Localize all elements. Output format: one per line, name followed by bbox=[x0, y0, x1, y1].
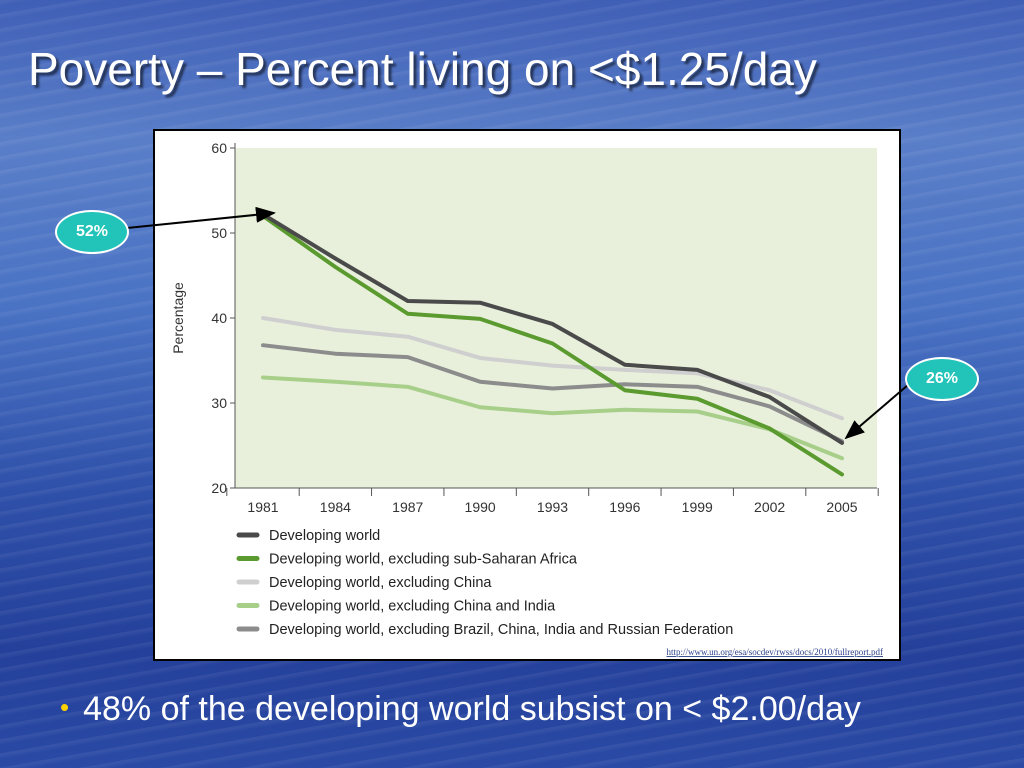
callout-end-value: 26% bbox=[905, 357, 979, 401]
bullet-marker: • bbox=[60, 692, 70, 722]
x-tick-label: 1996 bbox=[609, 499, 640, 515]
legend-label: Developing world, excluding Brazil, Chin… bbox=[269, 622, 733, 638]
x-tick-label: 1990 bbox=[465, 499, 496, 515]
y-axis-label: Percentage bbox=[170, 282, 186, 354]
y-tick-label: 20 bbox=[211, 480, 227, 496]
legend-label: Developing world, excluding China and In… bbox=[269, 599, 556, 615]
y-tick-label: 50 bbox=[211, 225, 227, 241]
x-tick-label: 1981 bbox=[247, 499, 278, 515]
series-line-1 bbox=[261, 214, 844, 477]
x-tick-label: 1993 bbox=[537, 499, 568, 515]
y-tick-label: 60 bbox=[211, 140, 227, 156]
legend-label: Developing world bbox=[269, 528, 380, 544]
x-tick-label: 1999 bbox=[682, 499, 713, 515]
bullet-point: • 48% of the developing world subsist on … bbox=[60, 690, 861, 729]
line-chart: 20 30 40 50 60 1981 1984 1987 1990 1993 1996 1999 20… bbox=[170, 140, 883, 657]
series-line-3 bbox=[261, 375, 844, 461]
callout-start-value: 52% bbox=[55, 210, 129, 254]
y-tick-label: 30 bbox=[211, 395, 227, 411]
x-tick-label: 2005 bbox=[826, 499, 857, 515]
y-tick-label: 40 bbox=[211, 310, 227, 326]
x-tick-label: 1987 bbox=[392, 499, 423, 515]
x-tick-label: 1984 bbox=[320, 499, 351, 515]
slide-title: Poverty – Percent living on <$1.25/day bbox=[28, 43, 817, 95]
source-link: http://www.un.org/esa/socdev/rwss/docs/2… bbox=[667, 647, 883, 657]
chart-frame: 20 30 40 50 60 1981 1984 1987 1990 1993 1996 1999 20… bbox=[153, 129, 901, 661]
series-line-0 bbox=[261, 212, 844, 445]
series-line-2 bbox=[261, 316, 844, 421]
x-tick-label: 2002 bbox=[754, 499, 785, 515]
bullet-text: 48% of the developing world subsist on <… bbox=[83, 690, 861, 728]
series-line-4 bbox=[261, 343, 844, 444]
legend-label: Developing world, excluding China bbox=[269, 575, 492, 591]
legend-label: Developing world, excluding sub-Saharan … bbox=[269, 552, 578, 568]
